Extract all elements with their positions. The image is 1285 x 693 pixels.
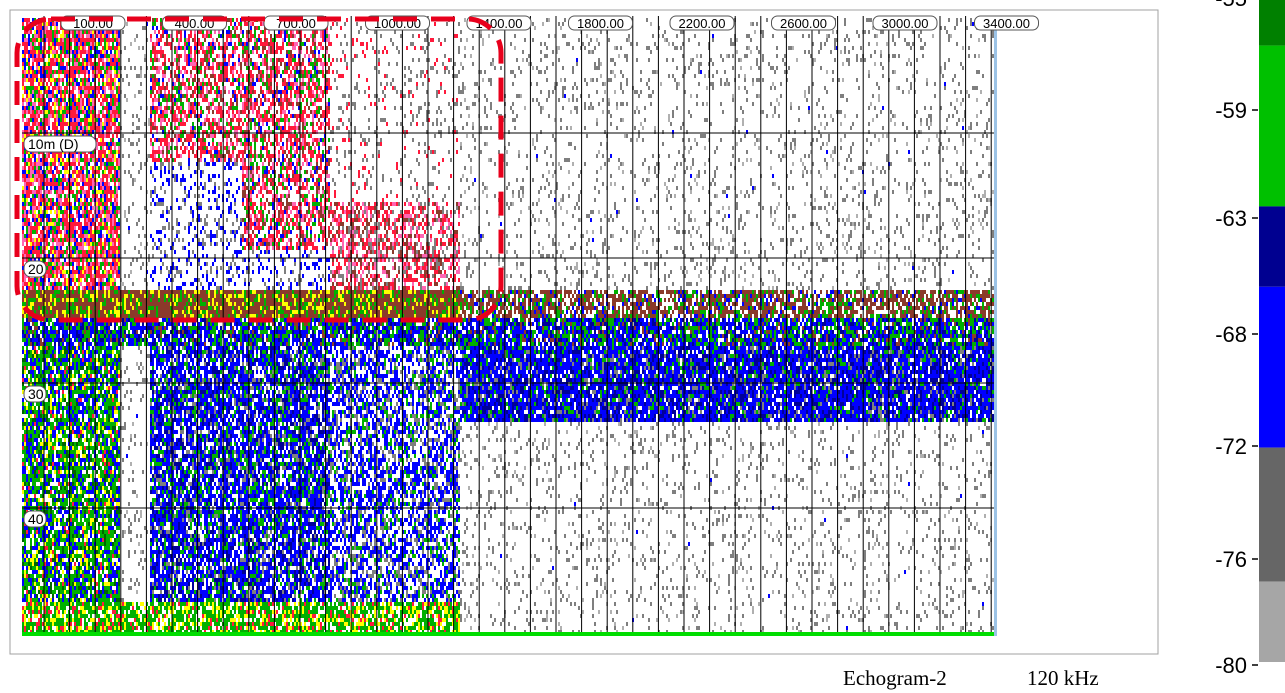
colorbar-band xyxy=(1259,45,1285,207)
depth-axis: 10m (D) 20 30 40 xyxy=(23,135,97,528)
colorbar-tick-label: -63 xyxy=(1215,206,1247,231)
echogram-plot: 100.00 400.00 700.00 1000.00 1400.00 1800.00 2… xyxy=(14,15,1039,636)
distance-axis: 100.00 400.00 700.00 1000.00 1400.00 1800.00 2… xyxy=(60,15,1039,31)
echogram-backscatter-field xyxy=(22,18,994,634)
echogram-grid xyxy=(22,16,994,634)
colorbar-band xyxy=(1259,581,1285,662)
colorbar-tick-label: -59 xyxy=(1215,98,1247,123)
echogram-caption-name: Echogram-2 xyxy=(843,666,947,690)
colorbar-tick-label: -68 xyxy=(1215,322,1247,347)
echogram-right-edge xyxy=(994,16,997,636)
distance-tick: 100.00 xyxy=(60,15,126,31)
distance-tick: 2600.00 xyxy=(771,15,836,31)
depth-tick-label: 30 xyxy=(28,386,44,402)
distance-tick: 2200.00 xyxy=(669,15,735,31)
distance-tick: 3000.00 xyxy=(872,15,938,31)
depth-tick: 40 xyxy=(23,510,47,528)
colorbar-tick-label: -55 xyxy=(1215,0,1247,11)
colorbar-tick-label: -72 xyxy=(1215,434,1247,459)
distance-tick-label: 1800.00 xyxy=(577,16,624,31)
colorbar-tick-label: -76 xyxy=(1215,547,1247,572)
echogram-caption-frequency: 120 kHz xyxy=(1027,666,1099,690)
distance-tick-label: 2600.00 xyxy=(780,16,827,31)
colorbar-tick-label: -80 xyxy=(1215,653,1247,678)
colorbar-band xyxy=(1259,0,1285,46)
distance-tick-label: 3000.00 xyxy=(882,16,929,31)
colorbar-band xyxy=(1259,447,1285,582)
depth-tick-label: 40 xyxy=(28,511,44,527)
colorbar-band xyxy=(1259,286,1285,448)
highlight-region xyxy=(14,16,504,323)
distance-tick: 3400.00 xyxy=(974,15,1039,31)
distance-tick: 1800.00 xyxy=(568,15,633,31)
distance-tick: 1400.00 xyxy=(466,15,532,31)
depth-tick-label: 10m (D) xyxy=(28,136,79,152)
colorbar-band xyxy=(1259,206,1285,287)
depth-tick: 10m (D) xyxy=(23,135,97,153)
distance-tick-label: 2200.00 xyxy=(679,16,726,31)
distance-tick-label: 3400.00 xyxy=(983,16,1030,31)
colorbar: -55 -59 -63 -68 -72 -76 -80 xyxy=(1215,0,1285,678)
depth-tick-label: 20 xyxy=(28,261,44,277)
depth-tick: 30 xyxy=(23,385,47,403)
depth-tick: 20 xyxy=(23,260,47,278)
echogram-bottom-line xyxy=(22,632,994,636)
